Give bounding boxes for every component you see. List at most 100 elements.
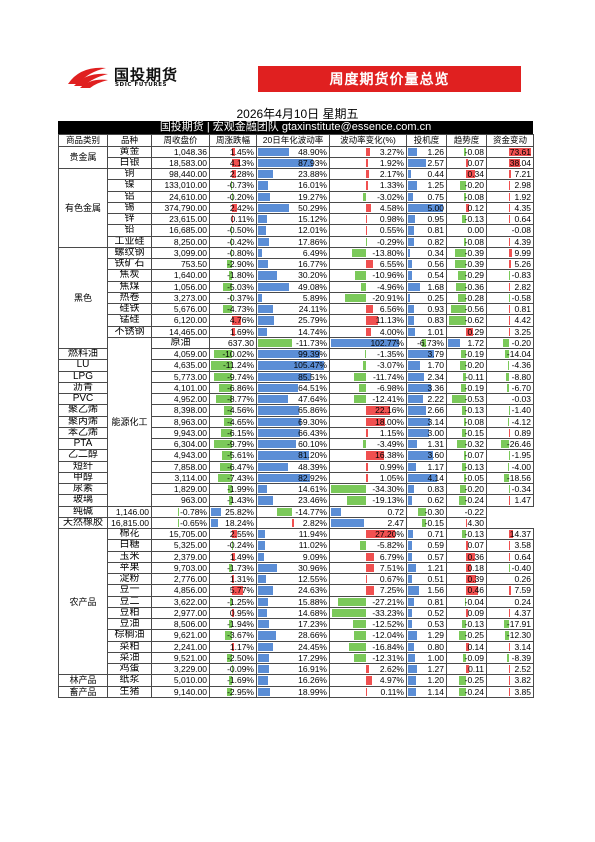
category-cell: 贵金属 <box>58 145 108 169</box>
spec-cell: 1.27 <box>406 662 447 676</box>
chg-cell: -9.79% <box>209 437 257 451</box>
chg-cell: 2.55% <box>209 527 257 541</box>
volchg-cell: -10.96% <box>329 269 407 282</box>
report-title: 周度期货价量总览 <box>329 71 450 87</box>
spec-cell: 4.14 <box>406 471 447 485</box>
trend-cell: 0.12 <box>446 201 487 215</box>
flow-bar <box>509 158 521 167</box>
product-name: 苯乙烯 <box>58 426 108 440</box>
close-price: 9,621.00 <box>151 629 210 642</box>
trend-value: -0.36 <box>464 281 484 292</box>
spec-bar <box>408 440 418 449</box>
chg-cell: -1.25% <box>209 595 257 608</box>
table-row: 贵金属 黄金 1,048.36 1.45% 48.90% 3.27% 1.26 -0.08 73… <box>58 145 534 169</box>
spec-cell: 2.47 <box>329 516 407 530</box>
trend-value: 0.07 <box>467 157 484 168</box>
chg-value: -0.80% <box>227 247 254 258</box>
trend-cell: -0.13 <box>446 404 487 417</box>
flow-value: -8.39 <box>511 652 531 663</box>
vol-bar <box>258 406 300 415</box>
chg-cell: 1.17% <box>209 640 257 653</box>
trend-value: 0.46 <box>467 585 484 596</box>
vol-value: 85.51% <box>298 371 327 382</box>
trend-value: -0.08 <box>464 146 484 157</box>
volchg-cell: -3.02% <box>329 190 407 203</box>
close-price: 4,943.00 <box>151 449 210 462</box>
chg-bar <box>228 485 233 494</box>
trend-cell: -0.20 <box>446 482 487 496</box>
chg-bar <box>222 282 233 291</box>
vol-value: 25.82% <box>225 506 254 517</box>
volchg-value: 1.15% <box>379 427 404 438</box>
flow-bar <box>509 181 510 190</box>
volchg-bar <box>366 406 390 415</box>
product-name: 聚乙烯 <box>58 404 108 417</box>
trend-bar <box>459 496 466 505</box>
spec-bar <box>408 305 415 314</box>
table-row: 锰硅 6,120.00 4.76% 25.79% 11.13% 0.83 -0.62 4.42 <box>59 314 534 327</box>
logo-chinese-name: 国投期货 <box>114 67 179 84</box>
vol-cell: 102.77% <box>329 336 407 350</box>
flow-bar <box>509 676 511 685</box>
chg-value: 1.17% <box>229 641 254 652</box>
trend-cell: -0.07 <box>446 449 487 462</box>
vol-bar <box>258 215 268 224</box>
chg-value: 2.55% <box>229 529 254 540</box>
table-row: 菜粕 2,241.00 1.17% 24.45% -16.84% 0.80 0.14 3.14 <box>59 640 534 653</box>
vol-cell: 24.45% <box>256 640 330 653</box>
flow-cell: -12.30 <box>486 629 534 642</box>
flow-value: 4.39 <box>514 236 531 247</box>
close-price: 8,398.00 <box>151 404 210 417</box>
spec-value: 1.01 <box>427 326 444 337</box>
trend-cell: -0.32 <box>446 437 487 451</box>
volchg-value: 18.00% <box>375 416 404 427</box>
volchg-bar <box>361 282 367 291</box>
flow-cell: -26.46 <box>486 437 534 451</box>
spec-cell: 0.44 <box>406 167 447 181</box>
vol-bar <box>258 586 274 595</box>
volchg-cell: 6.79% <box>329 550 407 563</box>
chg-value: -1.69% <box>227 675 254 686</box>
chg-cell: 1.31% <box>209 572 257 586</box>
spec-value: 0.81 <box>427 225 444 236</box>
volchg-value: -11.74% <box>372 371 404 382</box>
trend-value: -0.32 <box>464 439 484 450</box>
flow-value: -8.80 <box>511 371 531 382</box>
volchg-bar <box>353 631 367 640</box>
sdic-futures-logo: 国投期货 SDIC FUTURES <box>66 64 246 92</box>
volchg-bar <box>354 372 367 381</box>
flow-value: 0.89 <box>514 427 531 438</box>
trend-cell: -0.13 <box>446 460 487 473</box>
spec-bar <box>408 462 417 471</box>
trend-value: 0.09 <box>467 607 484 618</box>
vol-cell: 47.64% <box>256 392 330 406</box>
product-name: PVC <box>58 392 108 406</box>
flow-value: -4.36 <box>511 360 531 371</box>
spec-value: 3.79 <box>427 349 444 360</box>
chg-bar <box>177 518 180 527</box>
trend-bar <box>459 676 466 685</box>
close-price: 2,776.00 <box>151 572 210 586</box>
volchg-cell: -0.29% <box>329 235 407 248</box>
flow-cell: 0.89 <box>486 426 534 440</box>
flow-value: 4.35 <box>514 202 531 213</box>
vol-cell: 6.49% <box>256 246 330 260</box>
vol-cell: 24.11% <box>256 302 330 316</box>
spec-cell: 0.57 <box>406 550 447 563</box>
volchg-bar <box>366 473 368 482</box>
close-price: 98,440.00 <box>151 167 210 181</box>
close-price: 3,114.00 <box>151 471 210 485</box>
volchg-value: 16.38% <box>375 450 404 461</box>
vol-value: 30.96% <box>298 562 327 573</box>
flow-cell: -14.04 <box>486 347 534 361</box>
spec-value: 0.95 <box>427 214 444 225</box>
flow-bar <box>503 473 510 482</box>
chg-cell: -8.77% <box>209 392 257 406</box>
spec-value: 1.21 <box>427 562 444 573</box>
chg-value: 2.42% <box>229 202 254 213</box>
volchg-cell: 4.97% <box>329 674 407 687</box>
flow-bar <box>501 440 510 449</box>
volchg-bar <box>353 620 367 629</box>
spec-value: 1.20 <box>427 675 444 686</box>
product-name: 苹果 <box>107 561 152 575</box>
